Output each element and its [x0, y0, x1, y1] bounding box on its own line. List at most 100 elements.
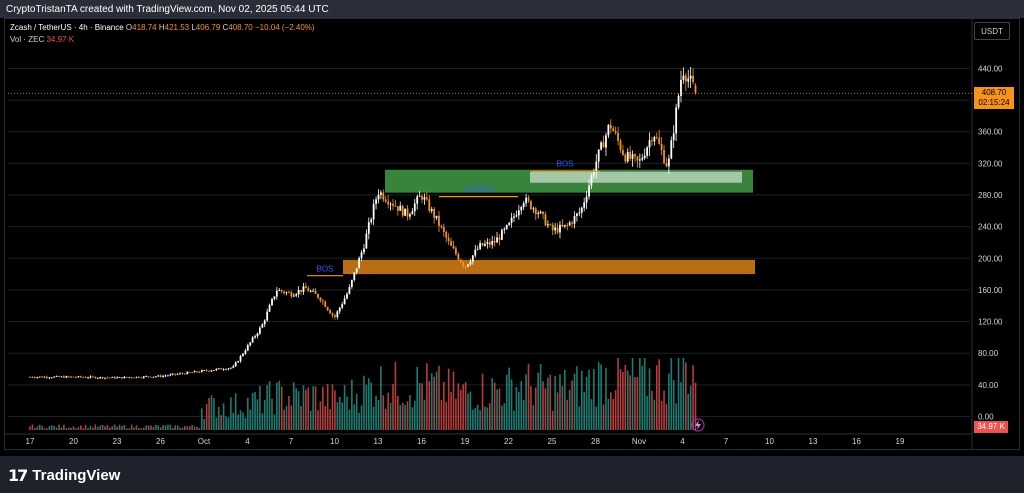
candle-body — [382, 192, 385, 200]
volume-bar — [87, 428, 89, 430]
volume-bar — [384, 408, 387, 430]
volume-bar — [382, 395, 385, 430]
candle-body — [619, 140, 622, 150]
volume-bar — [31, 424, 34, 430]
candle-body — [474, 249, 477, 256]
volume-bar — [271, 398, 273, 430]
candle-body — [135, 376, 138, 378]
volume-bar — [663, 390, 665, 430]
candle-body — [498, 237, 501, 240]
volume-bar — [113, 424, 116, 430]
volume-bar — [259, 385, 261, 430]
candle-body — [67, 376, 70, 378]
volume-bar — [612, 398, 615, 430]
volume-bar — [525, 374, 527, 430]
volume-bar — [232, 412, 235, 430]
tradingview-logo[interactable]: 17 TradingView — [8, 466, 120, 485]
volume-bar — [583, 392, 585, 430]
candle-body — [445, 232, 448, 238]
structure-label: BOS — [557, 159, 574, 168]
candle-body — [682, 75, 685, 80]
candle-body — [171, 373, 174, 375]
candle-body — [563, 224, 566, 227]
volume-bar — [600, 364, 602, 430]
volume-bar — [418, 382, 421, 430]
candle-body — [534, 208, 537, 215]
candle-body — [360, 252, 363, 258]
volume-bar — [687, 393, 690, 430]
volume-bar — [413, 400, 416, 430]
volume-bar — [450, 391, 452, 430]
legend-high-label: H — [158, 23, 165, 32]
volume-bar — [593, 368, 595, 430]
candle-body — [479, 243, 482, 249]
volume-bar — [643, 358, 646, 430]
volume-bar — [576, 366, 578, 430]
volume-bar — [387, 392, 389, 430]
volume-bar — [145, 425, 147, 430]
currency-selector[interactable]: USDT — [974, 22, 1010, 40]
candle-body — [583, 202, 586, 208]
candle-body — [672, 133, 675, 141]
volume-bar — [94, 424, 97, 430]
candle-body — [527, 197, 530, 201]
candle-body — [404, 208, 406, 216]
candle-body — [167, 375, 169, 377]
candle-body — [629, 151, 632, 159]
candle-body — [585, 196, 588, 203]
candle-body — [413, 203, 416, 212]
volume-bar — [309, 410, 312, 430]
volume-bar — [295, 388, 297, 430]
volume-bar — [319, 401, 322, 430]
volume-bar — [307, 387, 310, 430]
time-tick-label: 16 — [417, 437, 426, 446]
volume-bar — [302, 385, 305, 430]
volume-bar — [651, 390, 653, 430]
volume-bar — [358, 412, 360, 430]
volume-bar — [191, 424, 193, 430]
volume-bar — [41, 425, 43, 430]
volume-bar — [648, 368, 651, 430]
volume-bar — [251, 392, 254, 430]
volume-bar — [198, 428, 201, 430]
volume-bar — [380, 366, 382, 430]
chart-area[interactable] — [4, 18, 1020, 450]
volume-bar — [368, 378, 370, 430]
candle-body — [459, 259, 462, 263]
volume-bar — [101, 424, 104, 430]
candle-body — [53, 376, 56, 378]
candle-body — [174, 373, 177, 375]
volume-bar — [610, 392, 612, 430]
candle-body — [421, 195, 423, 200]
time-tick-label: 19 — [896, 437, 905, 446]
volume-bar — [213, 398, 215, 430]
volume-bar — [399, 405, 402, 430]
candle-body — [370, 219, 373, 223]
volume-bar — [476, 404, 479, 430]
time-tick-label: 28 — [591, 437, 600, 446]
candle-body — [200, 370, 203, 373]
time-axis[interactable]: 17 20 23 26 Oct 4 7 10 13 16 19 22 25 28 Nov 4 7 10 13 16 19 — [26, 437, 905, 446]
time-tick-label: 19 — [461, 437, 470, 446]
volume-bar — [534, 387, 537, 430]
candle-body — [592, 172, 595, 176]
legend-symbol[interactable]: Zcash / TetherUS · 4h · Binance — [10, 23, 124, 32]
candle-body — [597, 149, 600, 162]
volume-bar — [116, 426, 118, 430]
supply-zone-highlight — [530, 171, 742, 183]
volume-bar — [377, 400, 380, 430]
candle-body — [186, 371, 189, 375]
volume-bar — [82, 428, 85, 430]
legend-volume-label[interactable]: Vol · ZEC — [10, 35, 45, 44]
price-axis[interactable]: 0.00 40.00 80.00 120.00 160.00 200.00 240.00 28… — [978, 64, 1003, 421]
candle-body — [256, 333, 259, 337]
candle-body — [196, 371, 198, 373]
candle-body — [392, 203, 394, 206]
candle-body — [234, 362, 237, 367]
legend-volume-value: 34.97 K — [46, 35, 75, 44]
volume-bar — [445, 401, 448, 430]
candle-body — [346, 293, 348, 299]
candle-body — [689, 75, 692, 79]
